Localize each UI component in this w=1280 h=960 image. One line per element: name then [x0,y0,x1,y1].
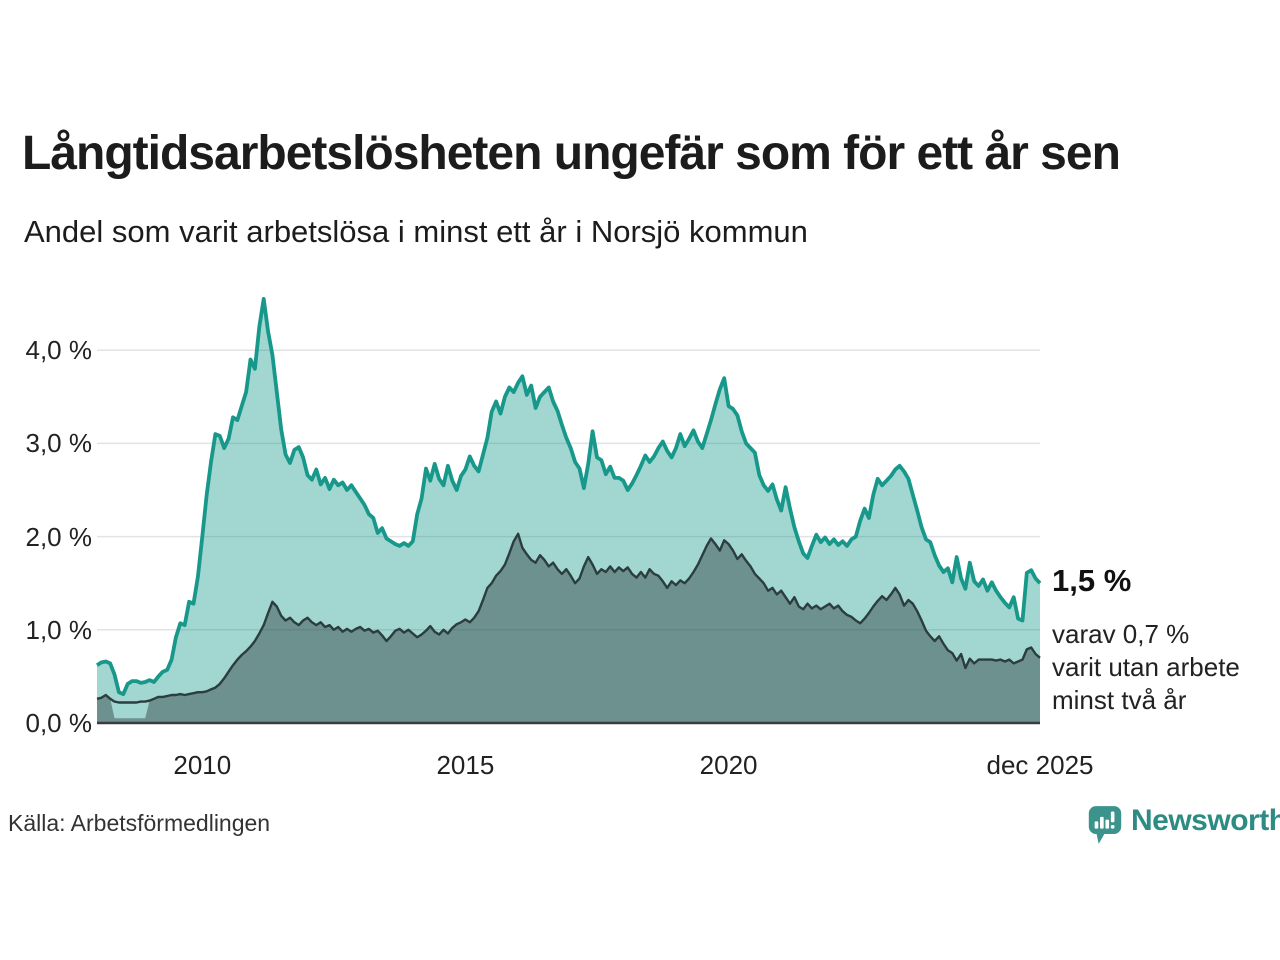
y-tick-label: 0,0 % [25,708,93,738]
subset-annotation-line: varit utan arbete [1052,652,1240,682]
x-tick-label: 2020 [699,750,758,780]
series-min-two-years-area [97,533,1040,723]
subset-annotation: varav 0,7 % varit utan arbete minst två år [1052,618,1240,717]
page-title: Långtidsarbetslösheten ungefär som för e… [22,127,1121,180]
y-tick-label: 2,0 % [25,521,93,552]
newsworthy-wordmark: Newsworthy [1131,804,1280,837]
x-tick-label: 2015 [436,750,495,780]
subset-annotation-line: minst två år [1052,685,1187,715]
end-value-label: 1,5 % [1052,563,1132,598]
newsworthy-brand: Newsworthy [1087,804,1280,846]
gridlines [97,349,1040,631]
series-min-two-years-line [96,532,1041,704]
y-tick-label: 4,0 % [25,335,93,366]
source-caption: Källa: Arbetsförmedlingen [8,810,271,836]
x-tick-label: 2010 [173,750,232,780]
y-tick-label: 3,0 % [25,428,93,459]
series-min-one-year-line [95,297,1042,696]
bar-chart-icon [1094,811,1115,829]
series-min-one-year-area [97,298,1040,723]
newsworthy-logo-icon [1088,806,1122,844]
subset-annotation-line: varav 0,7 % [1052,619,1190,649]
x-tick-label: dec 2025 [986,750,1094,780]
y-tick-label: 1,0 % [25,614,93,645]
chart-subtitle: Andel som varit arbetslösa i minst ett å… [24,214,808,249]
